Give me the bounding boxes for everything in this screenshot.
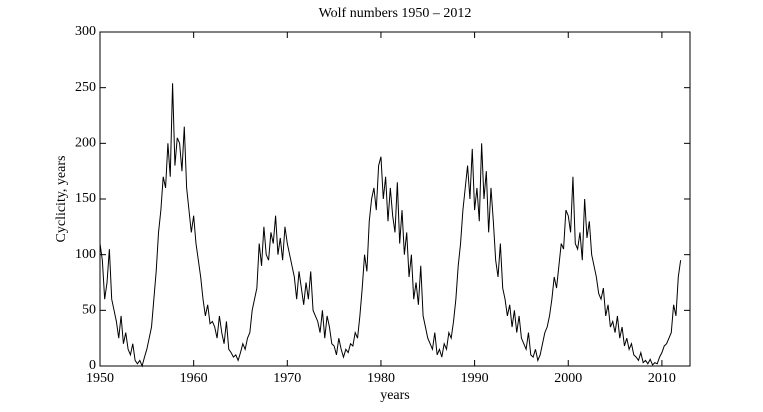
y-tick-label: 250 bbox=[75, 80, 96, 95]
data-line bbox=[99, 83, 682, 368]
x-tick-label: 1990 bbox=[461, 371, 489, 386]
y-tick-label: 200 bbox=[75, 136, 96, 151]
x-tick-label: 1970 bbox=[273, 371, 301, 386]
x-tick-label: 2010 bbox=[648, 371, 676, 386]
chart-title: Wolf numbers 1950 – 2012 bbox=[319, 6, 472, 21]
x-tick-label: 1960 bbox=[180, 371, 208, 386]
x-tick-label: 2000 bbox=[554, 371, 582, 386]
plot-frame bbox=[99, 31, 691, 367]
x-tick-label: 1950 bbox=[86, 371, 114, 386]
y-tick-label: 0 bbox=[89, 358, 96, 373]
x-axis-label: years bbox=[380, 388, 410, 403]
y-tick-label: 50 bbox=[82, 303, 96, 318]
y-tick-label: 150 bbox=[75, 191, 96, 206]
y-axis-label: Cyclicity, years bbox=[54, 156, 69, 243]
x-tick-label: 1980 bbox=[367, 371, 395, 386]
y-tick-label: 100 bbox=[75, 247, 96, 262]
y-tick-label: 300 bbox=[75, 24, 96, 39]
